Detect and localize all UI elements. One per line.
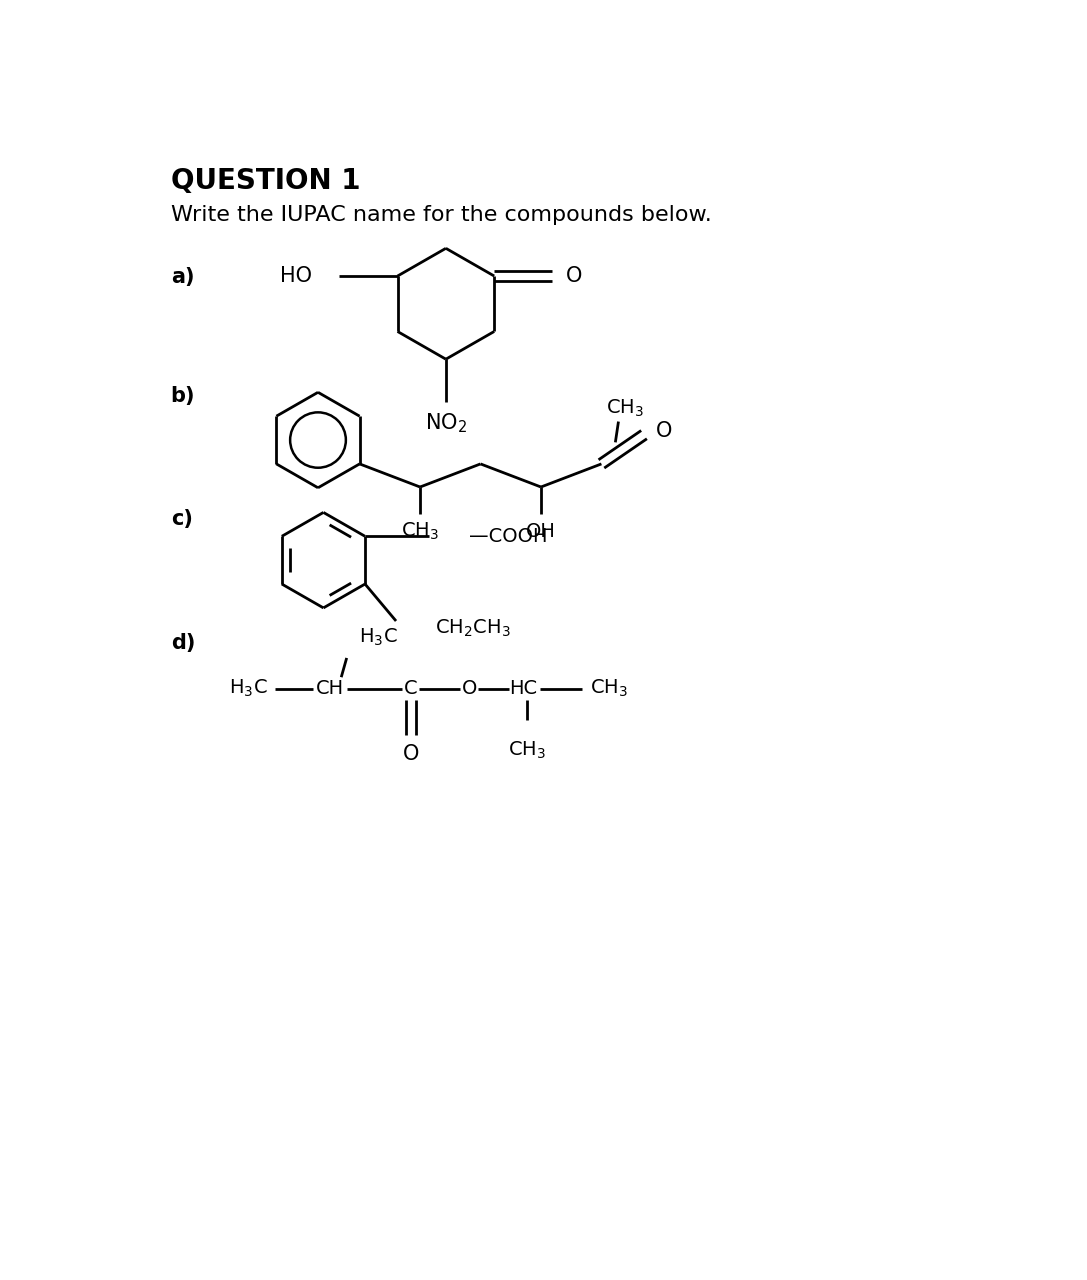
Text: NO$_2$: NO$_2$	[425, 411, 467, 435]
Text: CH$_3$: CH$_3$	[509, 740, 547, 762]
Text: H$_3$C: H$_3$C	[229, 678, 267, 699]
Text: O: O	[655, 421, 672, 440]
Text: O: O	[462, 680, 477, 699]
Text: d): d)	[171, 632, 196, 653]
Text: H$_3$C: H$_3$C	[359, 626, 398, 648]
Text: —COOH: —COOH	[468, 527, 548, 545]
Text: CH$_3$: CH$_3$	[605, 398, 644, 419]
Text: b): b)	[171, 387, 196, 406]
Text: O: O	[566, 266, 583, 285]
Text: a): a)	[171, 266, 195, 287]
Text: CH$_3$: CH$_3$	[401, 521, 439, 543]
Text: c): c)	[171, 509, 192, 530]
Text: QUESTION 1: QUESTION 1	[171, 166, 360, 195]
Text: HC: HC	[510, 680, 537, 699]
Text: CH$_3$: CH$_3$	[589, 678, 627, 699]
Text: O: O	[403, 744, 420, 764]
Text: CH: CH	[315, 680, 343, 699]
Text: HO: HO	[280, 266, 312, 285]
Text: Write the IUPAC name for the compounds below.: Write the IUPAC name for the compounds b…	[171, 205, 712, 225]
Text: CH$_2$CH$_3$: CH$_2$CH$_3$	[435, 618, 511, 639]
Text: C: C	[404, 680, 417, 699]
Text: OH: OH	[526, 522, 555, 541]
